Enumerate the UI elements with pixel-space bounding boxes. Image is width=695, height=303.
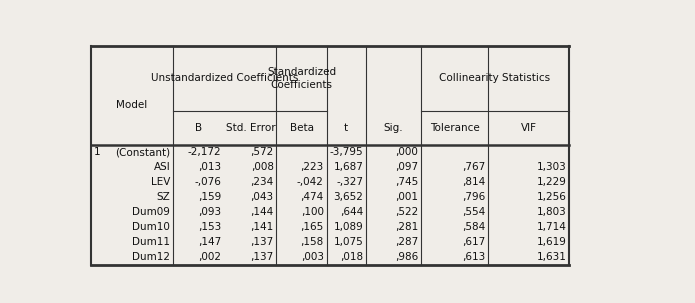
Text: ,522: ,522 — [395, 208, 418, 218]
Text: 1,075: 1,075 — [334, 238, 363, 248]
Text: ,097: ,097 — [395, 162, 418, 172]
Text: ,613: ,613 — [462, 252, 485, 262]
Text: ,554: ,554 — [462, 208, 485, 218]
Text: ,013: ,013 — [198, 162, 222, 172]
Text: VIF: VIF — [521, 123, 537, 133]
Text: ,223: ,223 — [301, 162, 324, 172]
Text: Model: Model — [117, 100, 148, 110]
Text: -3,795: -3,795 — [329, 147, 363, 157]
Text: 1: 1 — [93, 147, 100, 157]
Text: LEV: LEV — [151, 177, 170, 187]
Text: ,165: ,165 — [301, 222, 324, 232]
Text: Std. Error: Std. Error — [226, 123, 275, 133]
Text: ,287: ,287 — [395, 238, 418, 248]
Text: ,043: ,043 — [251, 192, 274, 202]
Text: 1,687: 1,687 — [334, 162, 363, 172]
Text: SZ: SZ — [156, 192, 170, 202]
Text: ,584: ,584 — [462, 222, 485, 232]
Text: ,814: ,814 — [462, 177, 485, 187]
Text: 1,303: 1,303 — [537, 162, 566, 172]
Text: t: t — [344, 123, 348, 133]
Text: ,474: ,474 — [301, 192, 324, 202]
Text: 1,089: 1,089 — [334, 222, 363, 232]
Text: Collinearity Statistics: Collinearity Statistics — [439, 73, 550, 83]
Text: 1,619: 1,619 — [537, 238, 566, 248]
Text: ,796: ,796 — [462, 192, 485, 202]
Text: ,100: ,100 — [301, 208, 324, 218]
Text: 3,652: 3,652 — [334, 192, 363, 202]
Text: Sig.: Sig. — [384, 123, 403, 133]
Text: 1,256: 1,256 — [537, 192, 566, 202]
Text: -,327: -,327 — [336, 177, 363, 187]
Text: ,141: ,141 — [250, 222, 274, 232]
Text: ,644: ,644 — [340, 208, 363, 218]
Text: ,001: ,001 — [395, 192, 418, 202]
Text: ,137: ,137 — [250, 252, 274, 262]
Text: Unstandardized Coefficients: Unstandardized Coefficients — [151, 73, 298, 83]
Text: Dum10: Dum10 — [133, 222, 170, 232]
Text: ,159: ,159 — [198, 192, 222, 202]
Text: 1,714: 1,714 — [537, 222, 566, 232]
Text: ,153: ,153 — [198, 222, 222, 232]
Text: -,076: -,076 — [195, 177, 222, 187]
Text: ,767: ,767 — [462, 162, 485, 172]
Text: ,158: ,158 — [301, 238, 324, 248]
Text: ,144: ,144 — [250, 208, 274, 218]
Text: Dum11: Dum11 — [132, 238, 170, 248]
Text: ,572: ,572 — [250, 147, 274, 157]
Text: ,018: ,018 — [340, 252, 363, 262]
Text: ,093: ,093 — [198, 208, 222, 218]
Text: -,042: -,042 — [297, 177, 324, 187]
Text: -2,172: -2,172 — [188, 147, 222, 157]
Text: ,234: ,234 — [250, 177, 274, 187]
Text: ,617: ,617 — [462, 238, 485, 248]
Text: ,745: ,745 — [395, 177, 418, 187]
Text: 1,803: 1,803 — [537, 208, 566, 218]
Text: ,147: ,147 — [198, 238, 222, 248]
Text: 1,631: 1,631 — [537, 252, 566, 262]
Text: ,000: ,000 — [395, 147, 418, 157]
Text: Tolerance: Tolerance — [430, 123, 480, 133]
Text: ,281: ,281 — [395, 222, 418, 232]
Text: (Constant): (Constant) — [115, 147, 170, 157]
Text: ,008: ,008 — [251, 162, 274, 172]
Text: ,002: ,002 — [199, 252, 222, 262]
Text: Beta: Beta — [290, 123, 313, 133]
Text: 1,229: 1,229 — [537, 177, 566, 187]
Text: ,986: ,986 — [395, 252, 418, 262]
Text: Dum09: Dum09 — [133, 208, 170, 218]
Text: ASI: ASI — [154, 162, 170, 172]
Text: Dum12: Dum12 — [132, 252, 170, 262]
Text: ,137: ,137 — [250, 238, 274, 248]
Text: B: B — [195, 123, 202, 133]
Text: Standardized
Coefficients: Standardized Coefficients — [267, 67, 336, 90]
Text: ,003: ,003 — [301, 252, 324, 262]
